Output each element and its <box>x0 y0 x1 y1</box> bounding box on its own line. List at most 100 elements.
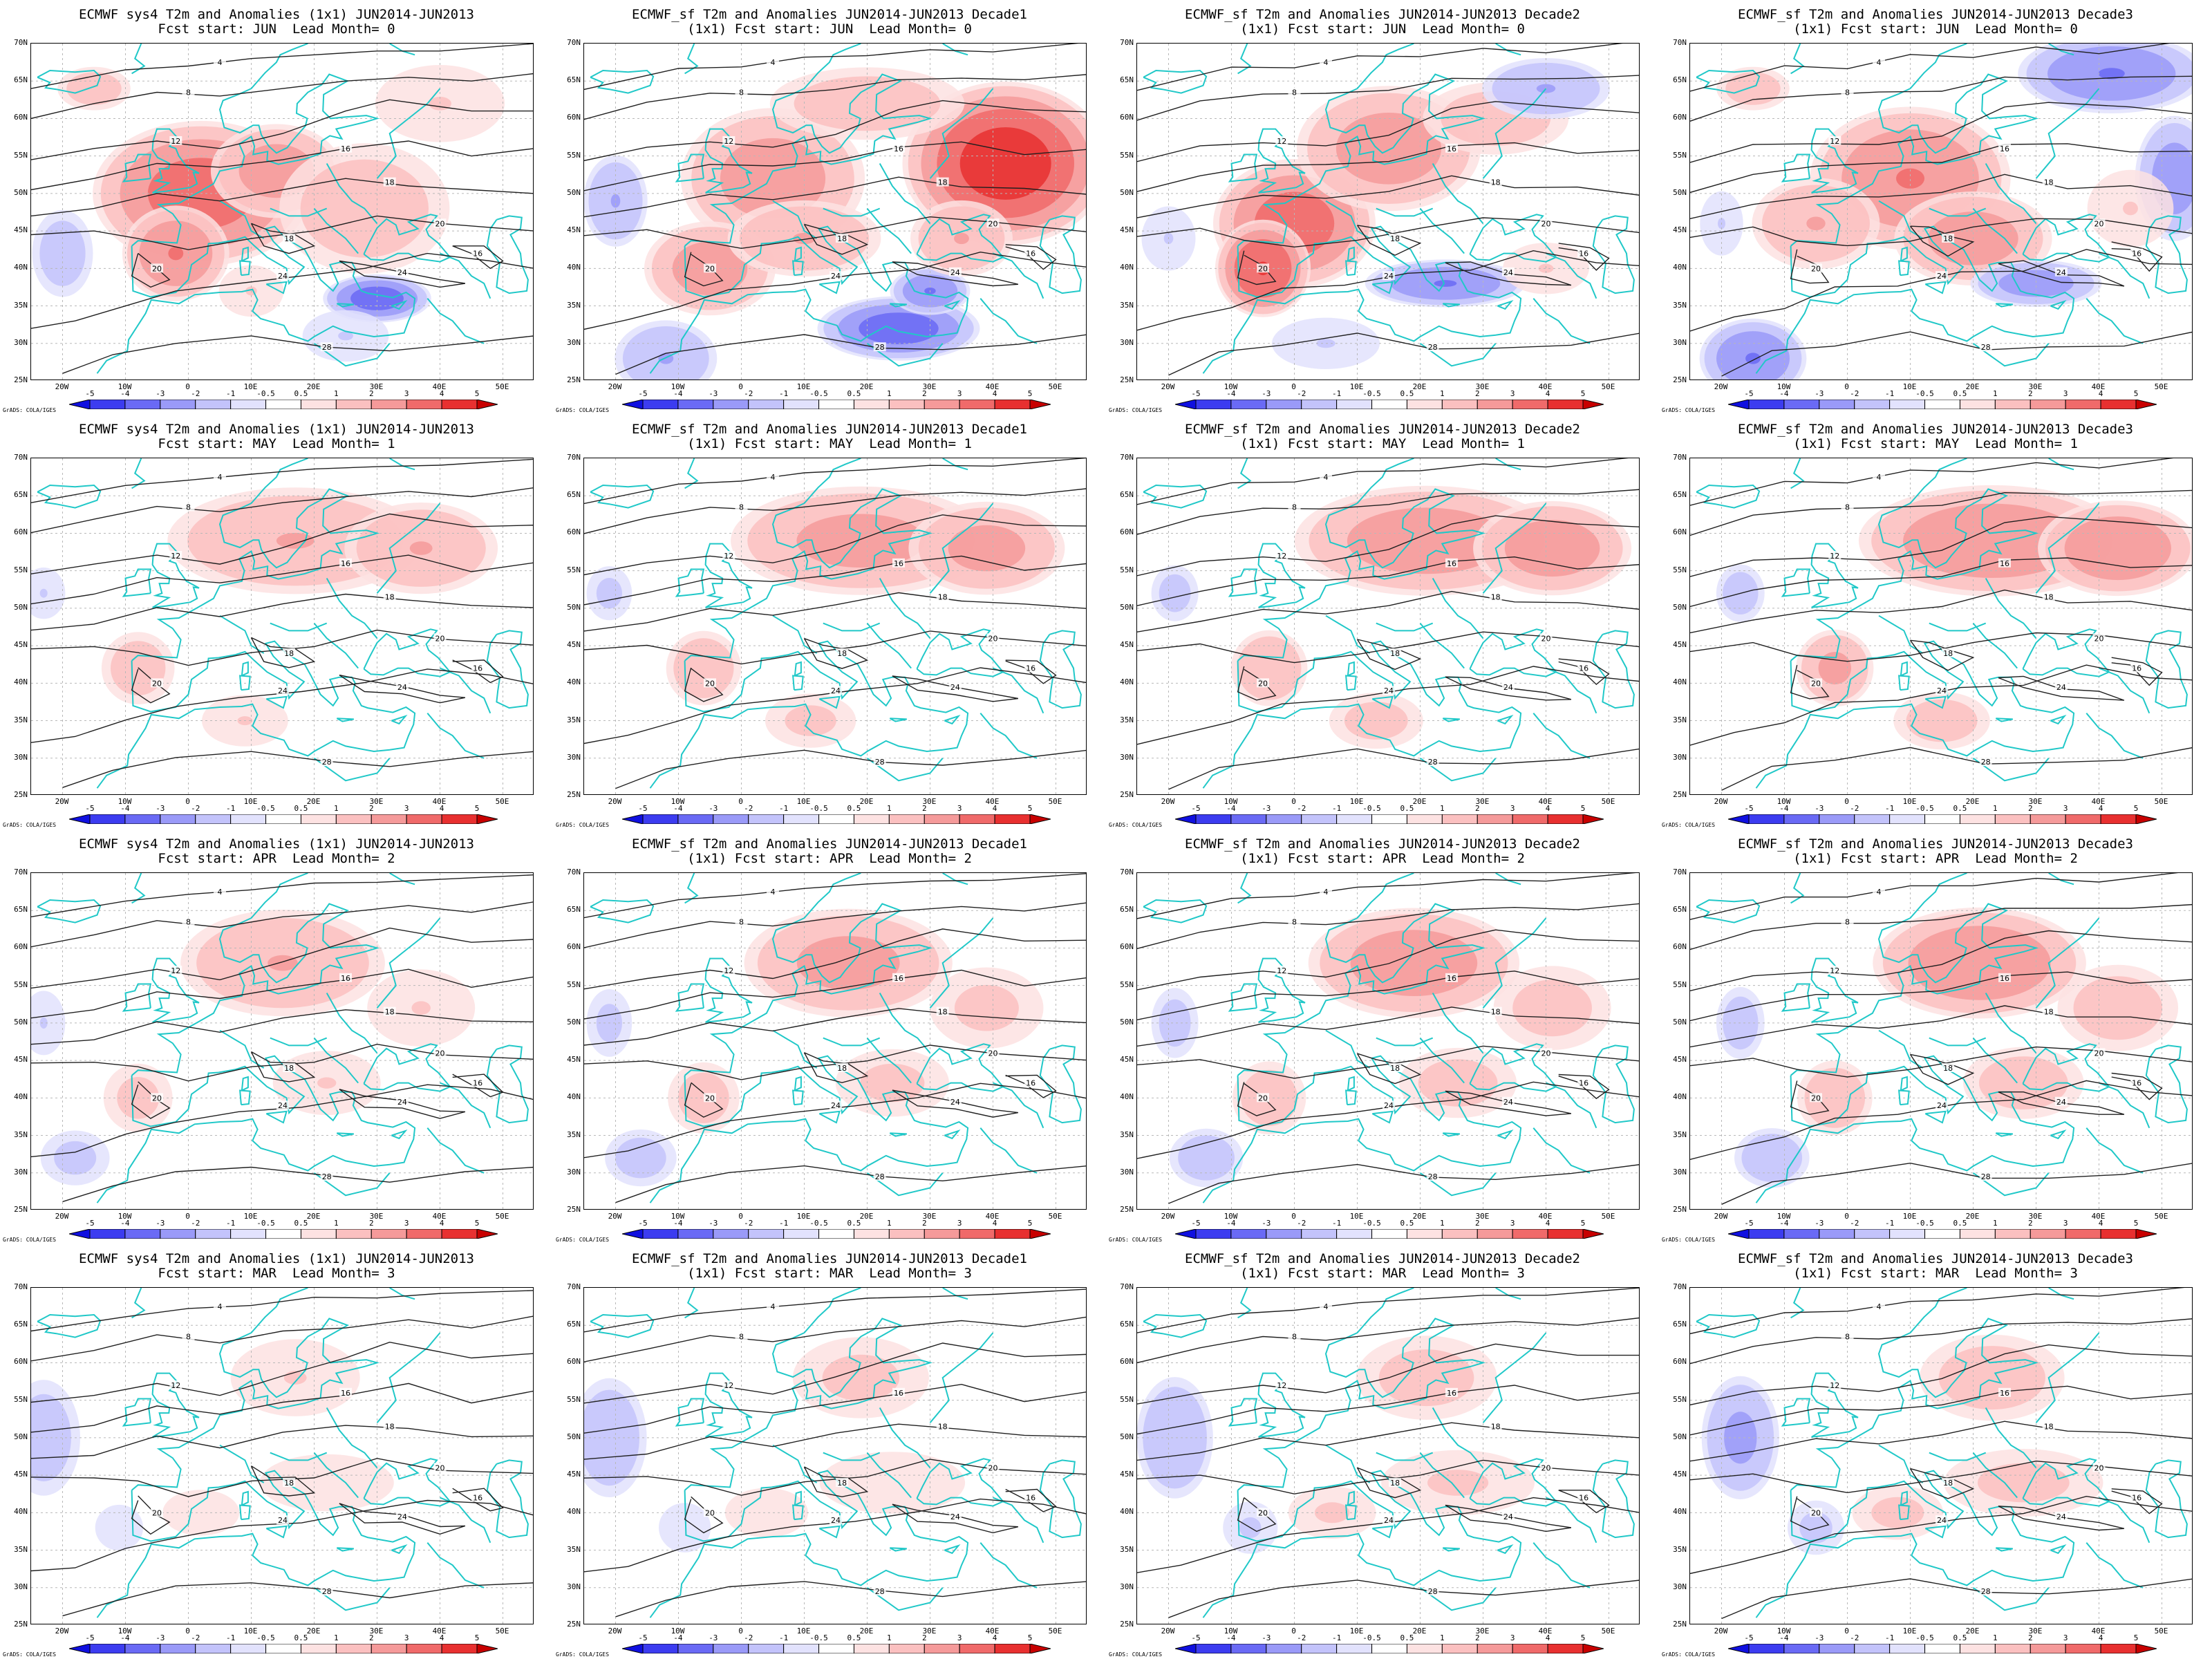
anomaly-colorbar <box>69 1644 498 1653</box>
colorbar-label: -5 <box>638 1633 648 1642</box>
colorbar-label: 4 <box>992 389 997 398</box>
grads-credit: GrADS: COLA/IGES <box>1662 1237 1716 1243</box>
latitude-label: 60N <box>567 1357 581 1367</box>
latitude-label: 25N <box>1120 790 1134 799</box>
latitude-label: 55N <box>14 565 28 574</box>
latitude-label: 65N <box>567 1320 581 1329</box>
longitude-label: 20E <box>1412 1627 1427 1635</box>
contour-label: 20 <box>1258 1508 1268 1517</box>
contour-label: 16 <box>894 144 903 153</box>
contour-label: 18 <box>284 234 294 243</box>
map-panel: ECMWF_sf T2m and Anomalies JUN2014-JUN20… <box>1106 415 1659 830</box>
latitude-label: 50N <box>14 602 28 612</box>
longitude-label: 20W <box>55 1212 69 1221</box>
contour-label: 20 <box>988 219 998 228</box>
contour-label: 18 <box>385 1008 395 1017</box>
colorbar-label: -3 <box>1815 1219 1824 1228</box>
longitude-label: 10W <box>1224 382 1238 391</box>
latitude-label: 40N <box>14 1507 28 1517</box>
contour-label: 20 <box>1258 1094 1268 1103</box>
contour-label: 24 <box>278 686 288 695</box>
latitude-label: 40N <box>1120 1092 1134 1102</box>
contour-label: 16 <box>473 664 482 673</box>
contour-label: 24 <box>1384 1516 1394 1525</box>
colorbar-label: -1 <box>779 1633 789 1642</box>
latitude-label: 40N <box>1673 1092 1687 1102</box>
colorbar-label: 4 <box>992 1219 997 1228</box>
contour-label: 12 <box>1830 966 1839 975</box>
colorbar-label: 1 <box>887 1219 892 1228</box>
panel-subtitle: (1x1) Fcst start: MAY Lead Month= 1 <box>687 436 972 451</box>
longitude-label: 20E <box>306 1212 321 1221</box>
colorbar-label: -0.5 <box>1362 1633 1381 1642</box>
colorbar-label: -5 <box>1191 804 1201 813</box>
contour-label: 12 <box>171 552 180 561</box>
contour-label: 20 <box>152 264 162 273</box>
panel-subtitle: (1x1) Fcst start: JUN Lead Month= 0 <box>1240 21 1525 37</box>
longitude-label: 20E <box>1965 1212 1980 1221</box>
contour-label: 4 <box>218 473 223 482</box>
contour-label: 24 <box>278 1101 288 1110</box>
colorbar-label: 0.5 <box>1400 1219 1414 1228</box>
longitude-label: 0 <box>1844 797 1849 806</box>
temperature-contours: 4 8 12 16 18 20 24 28 20 18 24 16 <box>584 1288 1086 1618</box>
colorbar-label: 5 <box>1580 804 1586 813</box>
longitude-label: 0 <box>1291 382 1296 391</box>
colorbar-label: 3 <box>404 1219 409 1228</box>
contour-label: 24 <box>1503 1098 1513 1107</box>
grads-credit: GrADS: COLA/IGES <box>3 407 57 413</box>
anomaly-map: 4 8 12 16 18 20 24 28 20 18 24 16 <box>583 43 1087 380</box>
colorbar-label: 1 <box>1440 1219 1445 1228</box>
latitude-label: 55N <box>1673 980 1687 989</box>
contour-label: 18 <box>1390 1479 1400 1488</box>
contour-label: 28 <box>1981 1172 1991 1181</box>
latitude-label: 50N <box>14 1017 28 1027</box>
contour-label: 8 <box>739 917 744 926</box>
longitude-label: 40E <box>985 382 1000 391</box>
longitude-label: 40E <box>1538 1212 1553 1221</box>
latitude-label: 70N <box>1120 868 1134 877</box>
colorbar-label: -5 <box>1191 1219 1201 1228</box>
grads-credit: GrADS: COLA/IGES <box>1662 822 1716 828</box>
colorbar-label: -5 <box>85 1633 95 1642</box>
colorbar-label: 5 <box>474 389 480 398</box>
colorbar-label: 0.5 <box>1400 389 1414 398</box>
contour-label: 18 <box>1943 234 1953 243</box>
map-panel: ECMWF_sf T2m and Anomalies JUN2014-JUN20… <box>1106 830 1659 1244</box>
panel-title: ECMWF_sf T2m and Anomalies JUN2014-JUN20… <box>1738 7 2133 22</box>
map-panel: ECMWF sys4 T2m and Anomalies (1x1) JUN20… <box>0 1244 553 1659</box>
contour-label: 16 <box>894 974 903 983</box>
longitude-label: 20E <box>859 1627 874 1635</box>
latitude-label: 60N <box>14 527 28 537</box>
longitude-label: 40E <box>432 1627 447 1635</box>
latitude-label: 60N <box>14 1357 28 1367</box>
anomaly-colorbar <box>622 1229 1051 1239</box>
contour-label: 16 <box>473 1494 482 1503</box>
colorbar-label: -4 <box>1779 1633 1789 1642</box>
contour-label: 4 <box>771 473 776 482</box>
longitude-label: 10E <box>243 1212 258 1221</box>
longitude-label: 10W <box>1777 382 1791 391</box>
latitude-label: 60N <box>1120 113 1134 122</box>
colorbar-label: 3 <box>957 804 962 813</box>
colorbar-label: 5 <box>474 1633 480 1642</box>
contour-label: 24 <box>397 1512 407 1521</box>
latitude-label: 30N <box>567 752 581 762</box>
anomaly-colorbar <box>1728 1229 2157 1239</box>
temperature-contours: 4 8 12 16 18 20 24 28 20 18 24 16 <box>31 458 533 788</box>
colorbar-label: -2 <box>191 389 200 398</box>
longitude-label: 30E <box>922 1627 937 1635</box>
latitude-label: 60N <box>14 942 28 952</box>
longitude-label: 50E <box>2154 1212 2168 1221</box>
contour-label: 18 <box>284 1064 294 1073</box>
longitude-label: 30E <box>1475 1212 1490 1221</box>
colorbar-label: 4 <box>2098 1219 2103 1228</box>
colorbar-label: -5 <box>1744 389 1754 398</box>
longitude-label: 20E <box>306 1627 321 1635</box>
latitude-label: 45N <box>567 1470 581 1479</box>
colorbar-label: -3 <box>1262 1219 1271 1228</box>
latitude-label: 25N <box>1673 375 1687 384</box>
panel-title: ECMWF_sf T2m and Anomalies JUN2014-JUN20… <box>1738 422 2133 437</box>
contour-label: 4 <box>218 888 223 897</box>
longitude-label: 10E <box>1902 382 1917 391</box>
